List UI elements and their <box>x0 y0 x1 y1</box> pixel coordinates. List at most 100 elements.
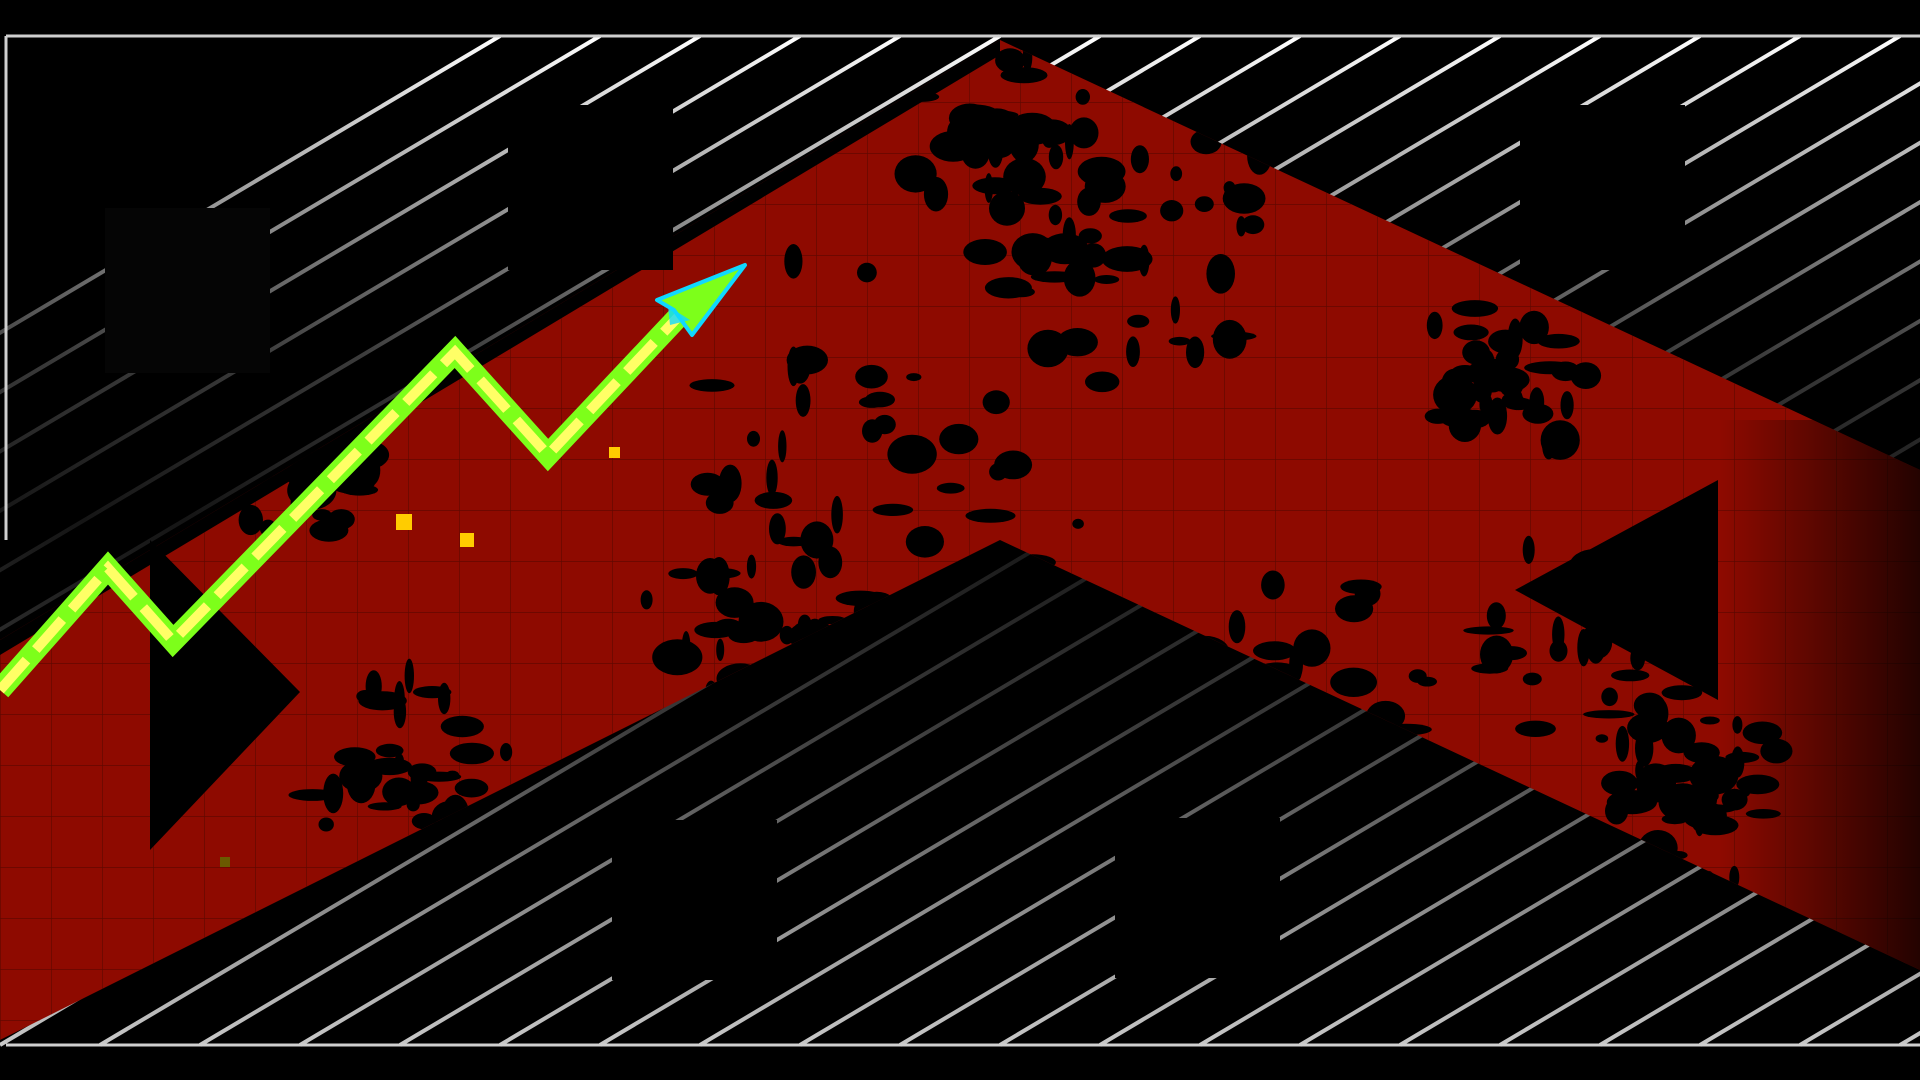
splatter-blob <box>1601 687 1618 707</box>
splatter-blob <box>1206 253 1235 294</box>
splatter-blob <box>1515 720 1556 737</box>
splatter-blob <box>1027 329 1069 368</box>
splatter-blob <box>445 770 460 779</box>
splatter-blob <box>979 110 1019 120</box>
splatter-blob <box>965 508 1016 523</box>
splatter-blob <box>1109 209 1147 223</box>
splatter-blob <box>1486 602 1506 630</box>
splatter-blob <box>500 743 513 762</box>
splatter-blob <box>855 364 888 389</box>
splatter-blob <box>862 419 883 443</box>
splatter-blob <box>1696 783 1717 806</box>
splatter-blob <box>1295 772 1307 785</box>
trail-particles <box>220 447 620 867</box>
splatter-blob <box>1615 725 1630 762</box>
splatter-blob <box>1522 403 1554 424</box>
splatter-blob <box>1138 244 1150 277</box>
splatter-blob <box>309 519 349 542</box>
splatter-blob <box>1194 196 1214 213</box>
splatter-blob <box>431 801 468 832</box>
splatter-blob <box>1583 710 1635 719</box>
splatter-blob <box>1063 259 1096 297</box>
splatter-blob <box>963 239 1007 265</box>
splatter-blob <box>340 484 379 496</box>
splatter-blob <box>1003 157 1046 196</box>
splatter-blob <box>1426 311 1443 340</box>
splatter-blob <box>1094 275 1120 284</box>
splatter-blob <box>1261 570 1285 600</box>
splatter-blob <box>1471 663 1509 674</box>
splatter-blob <box>784 243 803 279</box>
splatter-blob <box>1487 397 1508 435</box>
splatter-blob <box>1330 667 1377 697</box>
splatter-blob <box>818 546 843 579</box>
splatter-blob <box>905 526 945 558</box>
splatter-blob <box>1170 166 1183 182</box>
splatter-blob <box>411 813 437 830</box>
splatter-blob <box>754 491 793 509</box>
splatter-blob <box>792 696 826 723</box>
splatter-blob <box>1212 319 1247 359</box>
splatter-blob <box>1560 391 1574 420</box>
lattice-brace <box>1198 615 1920 1047</box>
splatter-blob <box>1293 629 1331 667</box>
splatter-blob <box>1736 774 1780 795</box>
splatter-blob <box>454 778 489 798</box>
splatter-blob <box>449 742 494 765</box>
splatter-blob <box>1080 243 1107 268</box>
splatter-blob <box>1522 672 1542 686</box>
splatter-blob <box>1186 336 1205 369</box>
blocks <box>105 105 1685 980</box>
splatter-blob <box>835 590 885 606</box>
splatter-blob <box>318 817 334 832</box>
wave-arrow-icon <box>655 263 747 337</box>
splatter-blob <box>795 645 808 667</box>
splatter-blob <box>1127 314 1150 328</box>
splatter-blob <box>1745 809 1781 819</box>
splatter-blob <box>366 757 412 776</box>
splatter-blob <box>1725 751 1760 763</box>
splatter-blob <box>1130 145 1149 174</box>
splatter-blob <box>1721 788 1748 811</box>
splatter-blob <box>1030 271 1079 283</box>
splatter-blob <box>423 874 447 896</box>
splatter-blob <box>413 686 452 699</box>
splatter-blob <box>1732 716 1743 734</box>
splatter-blob <box>1241 215 1265 235</box>
splatter-blob <box>668 568 698 580</box>
splatter-blob <box>1524 361 1576 375</box>
splatter-blob <box>440 715 484 738</box>
splatter-blob <box>716 638 725 661</box>
splatter-blob <box>690 472 725 496</box>
splatter-blob <box>1077 187 1101 216</box>
splatter-blob <box>1701 870 1717 899</box>
splatter-blob <box>1007 286 1035 298</box>
splatter-blob <box>1661 685 1703 701</box>
splatter-blob <box>860 614 896 631</box>
splatter-blob <box>1463 626 1514 635</box>
splatter-blob <box>989 463 1008 481</box>
splatter-blob <box>872 503 914 516</box>
splatter-blob <box>407 763 437 781</box>
splatter-blob <box>1760 738 1793 764</box>
splatter-blob <box>1611 669 1650 682</box>
splatter-blob <box>695 567 741 579</box>
lattice-brace <box>0 34 602 395</box>
splatter-blob <box>718 464 742 503</box>
splatter-blob <box>1451 300 1499 317</box>
splatter-blob <box>787 346 800 387</box>
splatter-blob <box>337 402 350 412</box>
splatter-blob <box>894 155 937 193</box>
splatter-blob <box>1247 136 1272 175</box>
splatter-blob <box>1729 865 1740 889</box>
splatter-blob <box>1253 641 1296 661</box>
splatter-blob <box>887 434 937 474</box>
splatter-blob <box>1503 397 1534 411</box>
splatter-blob <box>857 262 877 283</box>
splatter-blob <box>1453 324 1489 341</box>
splatter-blob <box>640 590 653 610</box>
splatter-blob <box>1032 119 1072 146</box>
splatter-blob <box>1160 200 1184 222</box>
splatter-blob <box>238 504 263 536</box>
